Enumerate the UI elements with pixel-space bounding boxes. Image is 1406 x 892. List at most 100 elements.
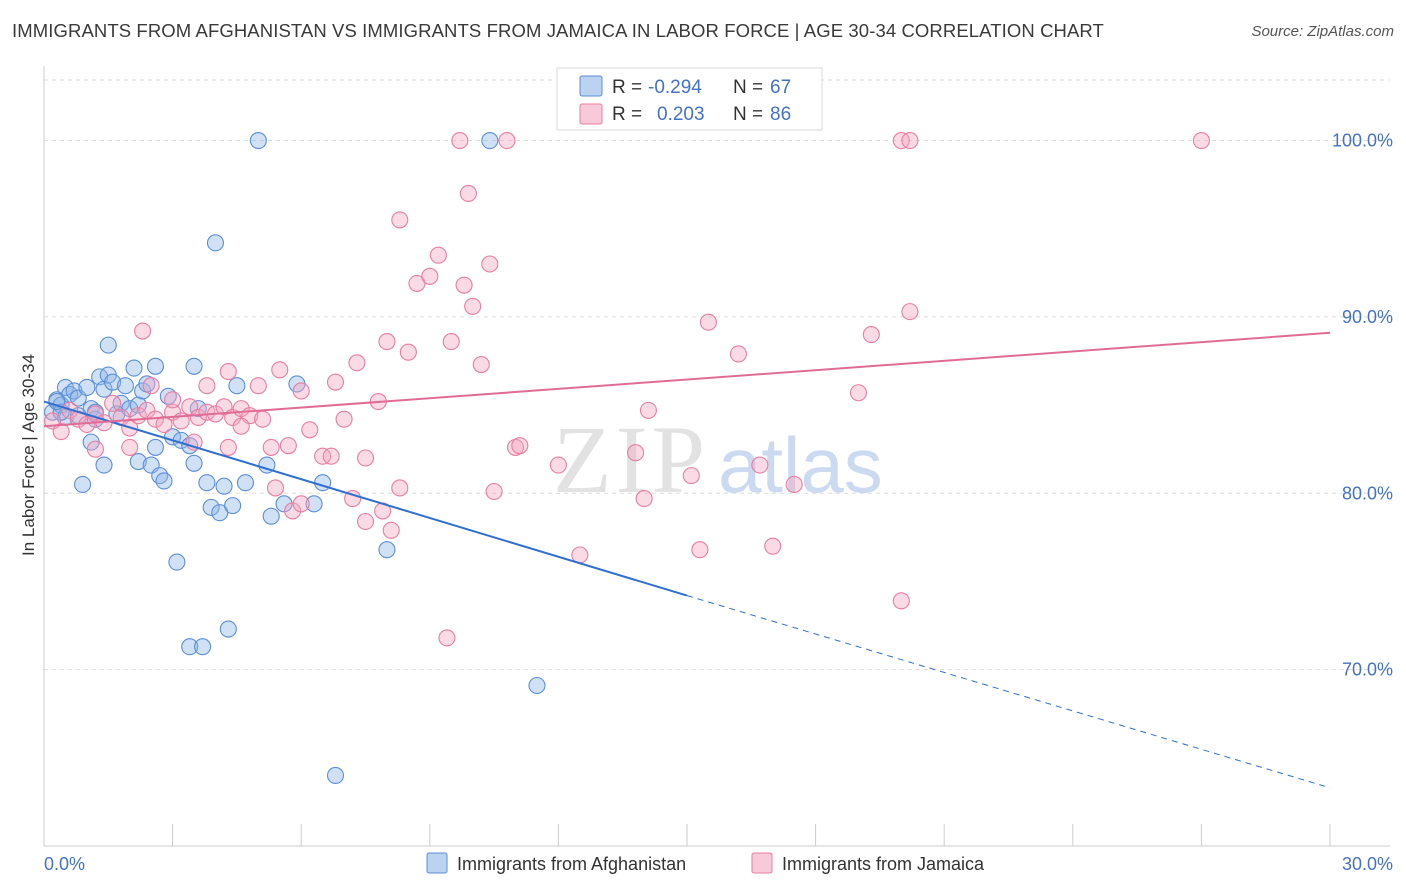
point-jamaica — [326, 373, 345, 391]
point-jamaica — [472, 355, 490, 374]
point-jamaica — [1192, 131, 1210, 150]
point-jamaica — [391, 479, 409, 497]
point-jamaica — [189, 408, 207, 426]
y-tick-label-90: 90.0% — [1342, 307, 1393, 327]
y-tick-label-70: 70.0% — [1342, 660, 1393, 680]
point-jamaica — [635, 490, 653, 508]
point-afghanistan — [74, 475, 92, 494]
point-jamaica — [442, 333, 460, 351]
point-afghanistan — [121, 400, 139, 418]
point-afghanistan — [262, 507, 280, 525]
point-jamaica — [785, 475, 803, 494]
point-jamaica — [356, 449, 375, 467]
point-jamaica — [198, 403, 216, 421]
point-jamaica — [279, 437, 297, 455]
watermark-atlas: atlas — [718, 421, 883, 509]
point-jamaica — [232, 417, 250, 435]
point-jamaica — [344, 490, 362, 508]
legend-swatch-afghanistan — [579, 75, 603, 97]
bottom-legend: Immigrants from Afghanistan Immigrants f… — [426, 852, 985, 874]
point-jamaica — [155, 415, 173, 434]
point-jamaica — [892, 592, 910, 610]
point-afghanistan — [125, 359, 143, 377]
bottom-legend-swatch-afghanistan — [426, 852, 448, 874]
point-afghanistan — [194, 638, 212, 656]
point-afghanistan — [236, 474, 255, 492]
point-afghanistan — [305, 495, 323, 513]
legend-n-value-jamaica: 86 — [770, 104, 791, 125]
point-afghanistan — [481, 131, 499, 150]
point-jamaica — [691, 541, 709, 559]
point-afghanistan — [528, 676, 546, 695]
point-jamaica — [121, 438, 139, 456]
point-jamaica — [262, 438, 280, 456]
point-afghanistan — [219, 620, 237, 638]
point-jamaica — [292, 495, 310, 513]
point-jamaica — [849, 384, 868, 402]
point-jamaica — [52, 422, 70, 441]
legend-r-label-afghanistan: R = — [612, 77, 642, 98]
point-afghanistan — [185, 454, 203, 472]
legend-swatch-jamaica — [579, 103, 603, 125]
point-jamaica — [464, 297, 482, 315]
legend-r-label-jamaica: R = — [612, 104, 642, 125]
point-jamaica — [639, 401, 657, 419]
tick-labels: 70.0% 80.0% 90.0% 100.0% 0.0% 30.0% — [44, 131, 1393, 874]
watermark: ZIP atlas — [553, 406, 883, 513]
point-jamaica — [86, 440, 104, 458]
legend: R = -0.294 N = 67 R = 0.203 N = 86 — [556, 67, 823, 131]
y-tick-label-80: 80.0% — [1342, 483, 1393, 503]
point-afghanistan — [146, 357, 165, 375]
axes — [43, 66, 1390, 847]
point-jamaica — [198, 377, 216, 395]
point-jamaica — [764, 537, 782, 555]
point-afghanistan — [326, 766, 345, 785]
point-jamaica — [249, 377, 267, 395]
point-jamaica — [292, 382, 310, 400]
point-afghanistan — [104, 373, 122, 391]
point-afghanistan — [249, 131, 267, 150]
point-jamaica — [459, 184, 477, 203]
point-jamaica — [219, 438, 237, 456]
point-jamaica — [378, 333, 396, 351]
legend-n-value-afghanistan: 67 — [770, 77, 791, 98]
legend-r-value-afghanistan: -0.294 — [648, 77, 702, 98]
trend-line-jamaica — [43, 331, 1331, 428]
bottom-legend-label-afghanistan: Immigrants from Afghanistan — [457, 854, 686, 874]
point-afghanistan — [185, 357, 203, 375]
legend-n-label-afghanistan: N = — [733, 77, 763, 98]
bottom-legend-label-jamaica: Immigrants from Jamaica — [782, 854, 985, 874]
grid-lines — [44, 79, 1390, 671]
point-afghanistan — [155, 472, 173, 490]
point-jamaica — [511, 437, 529, 455]
point-jamaica — [408, 274, 426, 292]
point-jamaica — [391, 211, 409, 229]
point-afghanistan — [95, 456, 113, 474]
point-jamaica — [284, 502, 302, 520]
point-jamaica — [751, 456, 769, 474]
point-jamaica — [682, 467, 700, 485]
point-jamaica — [485, 482, 503, 501]
point-afghanistan — [146, 438, 165, 456]
y-tick-label-100: 100.0% — [1332, 131, 1393, 151]
point-jamaica — [266, 479, 285, 497]
chart-title: IMMIGRANTS FROM AFGHANISTAN VS IMMIGRANT… — [12, 20, 1104, 41]
point-afghanistan — [181, 638, 199, 656]
trend-lines — [43, 331, 1331, 789]
point-afghanistan — [48, 393, 66, 411]
x-tick-label-min: 0.0% — [44, 854, 85, 874]
point-jamaica — [901, 303, 919, 321]
trend-line-afghanistan-extension — [686, 595, 1331, 789]
point-jamaica — [481, 255, 499, 273]
point-afghanistan — [168, 553, 186, 571]
point-afghanistan — [129, 452, 147, 471]
point-jamaica — [104, 394, 122, 412]
watermark-zip: ZIP — [553, 406, 709, 513]
point-jamaica — [451, 131, 469, 150]
point-jamaica — [729, 345, 747, 363]
point-afghanistan — [202, 498, 220, 516]
point-jamaica — [335, 410, 353, 428]
point-afghanistan — [112, 394, 130, 412]
legend-n-label-jamaica: N = — [733, 104, 763, 125]
point-jamaica — [549, 456, 567, 474]
